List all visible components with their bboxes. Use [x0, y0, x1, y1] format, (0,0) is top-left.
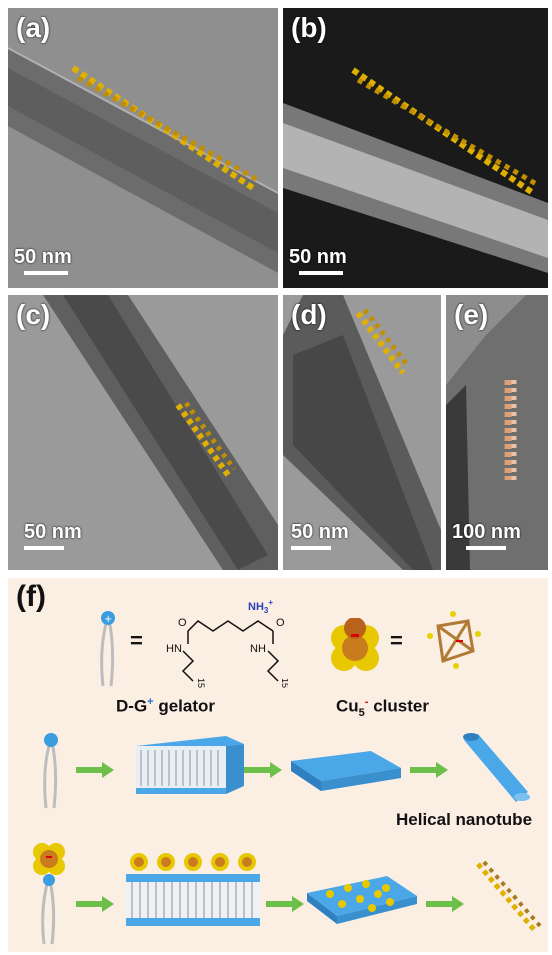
scale-line-b [299, 271, 343, 275]
panel-label-b: (b) [291, 12, 327, 43]
helical-nanotube-label: Helical nanotube [396, 810, 533, 829]
gelator-icon-row1 [43, 733, 58, 809]
cluster-label: Cu5- cluster [336, 696, 429, 720]
scale-text-b: 50 nm [289, 246, 347, 268]
chain-length-left: 15 [196, 678, 206, 688]
nanotube-icon [463, 733, 530, 802]
flat-ribbon-icon [291, 751, 401, 791]
gelator-cluster-complex-icon [33, 843, 65, 945]
scale-bar-c: 50 nm [24, 521, 82, 550]
nanotube-graphic-b [283, 8, 548, 288]
scale-text-c: 50 nm [24, 521, 82, 543]
scale-line-d [291, 546, 331, 550]
helix-model-a [71, 65, 260, 191]
gelator-icon: + [100, 611, 115, 687]
tem-image-b: (b) 50 nm [283, 8, 548, 288]
tem-image-c: (c) 50 nm [8, 295, 278, 570]
cluster-ribbon-icon [307, 876, 417, 924]
nh3-group: NH3+ [248, 598, 273, 615]
tem-image-d: (d) 50 nm [283, 295, 441, 570]
scale-line-e [466, 546, 506, 550]
arrow-icon [266, 896, 304, 912]
arrow-icon [244, 762, 282, 778]
arrow-icon [410, 762, 448, 778]
scale-bar-b: 50 nm [289, 246, 347, 275]
helix-model-e [504, 380, 517, 480]
bilayer-sheet-icon [136, 736, 244, 794]
nanotube-graphic-a [8, 8, 278, 288]
scale-line-a [24, 271, 68, 275]
scale-text-a: 50 nm [14, 246, 72, 268]
arrow-icon [426, 896, 464, 912]
arrow-icon [76, 762, 114, 778]
svg-text:+: + [104, 614, 112, 625]
panel-label-e: (e) [454, 299, 489, 330]
oxygen-right: O [276, 617, 285, 629]
helix-model-b [351, 67, 540, 196]
scale-bar-e: 100 nm [452, 521, 521, 550]
scale-bar-a: 50 nm [14, 246, 72, 275]
nanotube-graphic-d [283, 295, 441, 570]
cluster-structure [427, 611, 481, 669]
panel-label-d: (d) [291, 299, 327, 330]
panel-label-f: (f) [16, 580, 46, 613]
scheme-panel-f: (f) + = NH3+ O O HN NH 15 15 D-G+ gelato… [8, 578, 548, 952]
cluster-bilayer-icon [126, 853, 260, 926]
cluster-icon [331, 618, 379, 671]
scale-bar-d: 50 nm [291, 521, 349, 550]
helical-cluster-model-icon [476, 860, 542, 934]
arrow-icon [76, 896, 114, 912]
chain-length-right: 15 [280, 678, 288, 688]
scale-line-c [24, 546, 64, 550]
amide-hn: HN [166, 643, 182, 655]
nanotube-graphic-c [8, 295, 278, 570]
equals-sign-cluster: = [390, 628, 403, 653]
helix-model-d [355, 308, 411, 375]
nanotube-graphic-e [446, 295, 548, 570]
gelator-label: D-G+ gelator [116, 696, 216, 716]
gelator-structure: NH3+ O O HN NH 15 15 [166, 598, 288, 688]
oxygen-left: O [178, 617, 187, 629]
panel-label-c: (c) [16, 299, 51, 330]
panel-label-a: (a) [16, 12, 51, 43]
amide-nh: NH [250, 643, 266, 655]
equals-sign-gelator: = [130, 628, 143, 653]
tem-image-a: (a) 50 nm [8, 8, 278, 288]
scale-text-d: 50 nm [291, 521, 349, 543]
tem-image-e: (e) 100 nm [446, 295, 548, 570]
scale-text-e: 100 nm [452, 521, 521, 543]
